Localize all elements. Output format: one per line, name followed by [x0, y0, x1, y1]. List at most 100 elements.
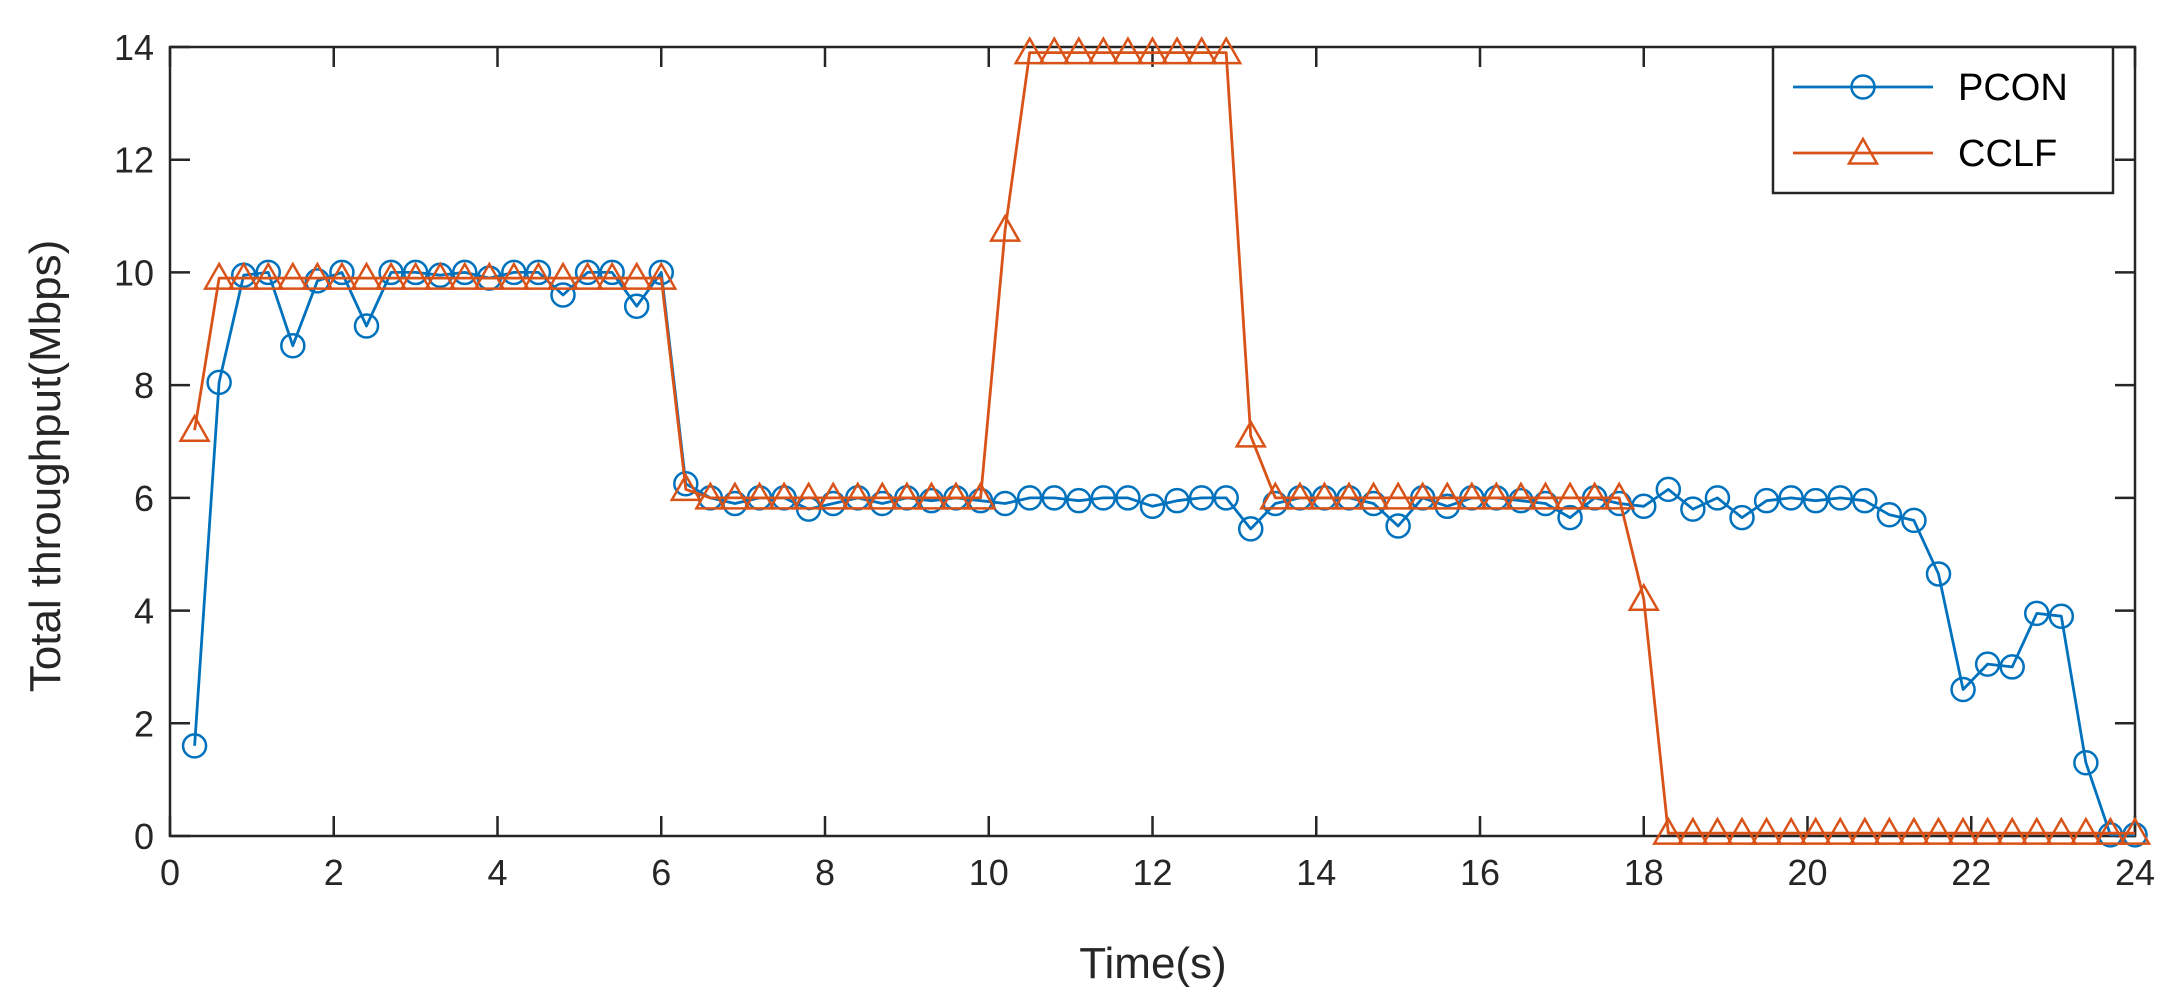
x-tick-label: 16: [1460, 852, 1500, 893]
data-point-cclf: [2020, 816, 2053, 845]
data-point-cclf: [1504, 481, 1538, 510]
legend: PCON CCLF: [1771, 45, 2115, 195]
x-tick-label: 12: [1132, 852, 1172, 893]
data-point-cclf: [497, 261, 531, 290]
data-point-cclf: [964, 481, 997, 510]
data-point-pcon: [1188, 485, 1215, 511]
data-point-pcon: [2097, 822, 2124, 848]
data-point-cclf: [2045, 816, 2078, 845]
y-tick-label: 0: [134, 816, 154, 857]
data-point-pcon: [280, 332, 306, 359]
x-tick-label: 20: [1787, 852, 1827, 893]
data-point-cclf: [645, 261, 678, 290]
legend-label-cclf: CCLF: [1958, 133, 2057, 175]
y-tick-label: 6: [134, 478, 154, 519]
data-point-pcon: [2024, 600, 2050, 627]
data-point-pcon: [1238, 516, 1264, 542]
data-point-pcon: [2073, 749, 2099, 776]
data-point-pcon: [1066, 487, 1092, 514]
data-point-cclf: [301, 261, 334, 290]
data-point-cclf: [325, 261, 359, 290]
data-point-cclf: [1824, 816, 1857, 845]
y-tick-label: 2: [134, 703, 154, 744]
data-point-cclf: [1603, 481, 1636, 510]
data-point-cclf: [1897, 816, 1931, 845]
data-point-cclf: [1996, 816, 2029, 845]
data-point-pcon: [1753, 487, 1780, 514]
legend-item-pcon: PCON: [1793, 67, 2068, 109]
data-point-cclf: [1308, 481, 1341, 510]
data-point-pcon: [1139, 493, 1166, 520]
data-point-cclf: [1480, 481, 1513, 510]
data-point-cclf: [1259, 481, 1292, 510]
data-point-pcon: [501, 259, 527, 286]
data-point-cclf: [448, 261, 481, 290]
data-point-cclf: [1062, 36, 1095, 65]
data-point-pcon: [1557, 504, 1583, 531]
x-axis-label: Time(s): [1079, 939, 1226, 988]
data-point-pcon: [550, 282, 576, 308]
data-point-pcon: [1508, 487, 1534, 514]
data-point-cclf: [1701, 816, 1734, 845]
data-point-pcon: [673, 471, 699, 497]
data-point-pcon: [1876, 502, 1903, 528]
data-point-pcon: [992, 490, 1018, 517]
data-point-cclf: [743, 481, 776, 510]
data-point-cclf: [792, 481, 825, 510]
data-point-pcon: [2048, 603, 2075, 629]
series-pcon: [181, 259, 2148, 848]
data-point-cclf: [1676, 816, 1710, 845]
data-point-cclf: [1652, 816, 1685, 845]
data-point-cclf: [252, 261, 285, 290]
data-point-cclf: [1578, 481, 1611, 510]
data-point-cclf: [1725, 816, 1759, 845]
data-point-cclf: [915, 481, 948, 510]
data-point-cclf: [890, 481, 924, 510]
data-point-pcon: [623, 293, 650, 319]
data-point-cclf: [1848, 816, 1881, 845]
data-point-cclf: [2094, 816, 2127, 845]
data-point-pcon: [1802, 487, 1829, 514]
x-tick-label: 24: [2115, 852, 2155, 893]
series-cclf: [178, 36, 2152, 845]
data-point-cclf: [1160, 36, 1194, 65]
data-point-pcon: [1999, 654, 2025, 680]
data-point-cclf: [1234, 419, 1267, 448]
data-point-pcon: [402, 259, 429, 286]
x-axis: 0 2 4 6 8 10 12 14 16 18 20 22 24: [160, 47, 2155, 893]
data-point-cclf: [866, 481, 899, 510]
y-tick-label: 12: [114, 140, 154, 181]
y-axis-label: Total throughput(Mbps): [21, 240, 70, 692]
y-axis: 0 2 4 6 8 10 12 14: [114, 27, 2135, 857]
data-point-cclf: [1799, 816, 1832, 845]
data-point-cclf: [1357, 481, 1390, 510]
data-point-cclf: [571, 261, 604, 290]
data-point-cclf: [1210, 36, 1243, 65]
data-point-pcon: [181, 733, 208, 759]
data-point-cclf: [1111, 36, 1145, 65]
data-point-pcon: [1778, 485, 1804, 511]
data-point-cclf: [1922, 816, 1955, 845]
x-tick-label: 4: [487, 852, 507, 893]
x-tick-label: 22: [1951, 852, 1991, 893]
data-point-pcon: [1016, 485, 1043, 511]
data-point-pcon: [1680, 496, 1706, 522]
data-point-pcon: [1655, 476, 1682, 503]
data-point-pcon: [255, 259, 281, 286]
data-point-cclf: [2118, 816, 2152, 845]
data-point-cclf: [620, 261, 653, 290]
x-tick-label: 8: [815, 852, 835, 893]
y-tick-label: 10: [114, 252, 154, 293]
data-point-cclf: [424, 261, 457, 290]
legend-box: [1771, 45, 2115, 195]
data-point-cclf: [1185, 36, 1218, 65]
data-point-cclf: [1873, 816, 1906, 845]
data-point-cclf: [694, 481, 727, 510]
data-point-cclf: [669, 472, 702, 502]
data-point-cclf: [1529, 481, 1562, 510]
data-point-cclf: [718, 481, 752, 510]
data-point-pcon: [574, 259, 601, 286]
data-point-cclf: [178, 413, 211, 442]
data-point-cclf: [399, 261, 432, 290]
